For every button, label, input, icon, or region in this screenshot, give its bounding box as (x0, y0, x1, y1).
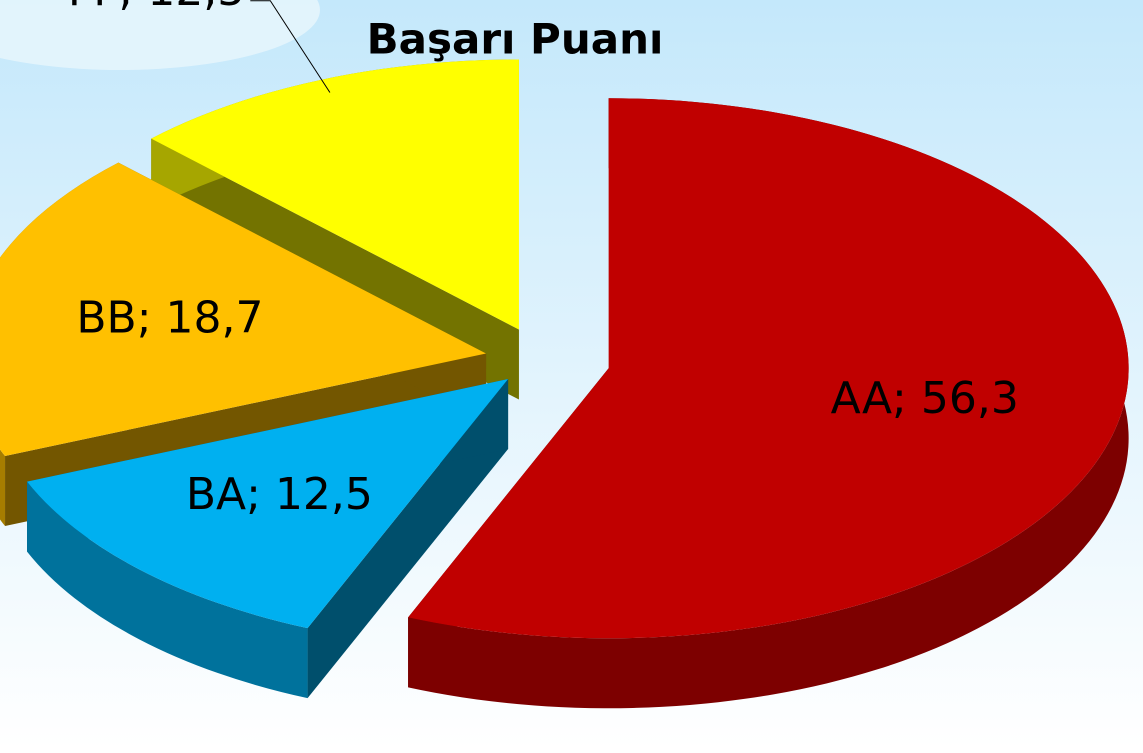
pie-slice (27, 379, 509, 629)
data-label: FF; 12,5 (68, 0, 245, 16)
data-label: AA; 56,3 (831, 373, 1019, 424)
data-label: BB; 18,7 (76, 293, 263, 344)
pie-slice (151, 59, 519, 330)
pie-slice (0, 162, 487, 457)
cloud (0, 0, 320, 70)
slice-wall (408, 98, 1129, 709)
slice-wall (27, 481, 308, 699)
leader-line (250, 0, 331, 93)
pie-slice (408, 98, 1129, 639)
data-label: BA; 12,5 (186, 469, 373, 520)
chart-title: Başarı Puanı (367, 15, 664, 64)
